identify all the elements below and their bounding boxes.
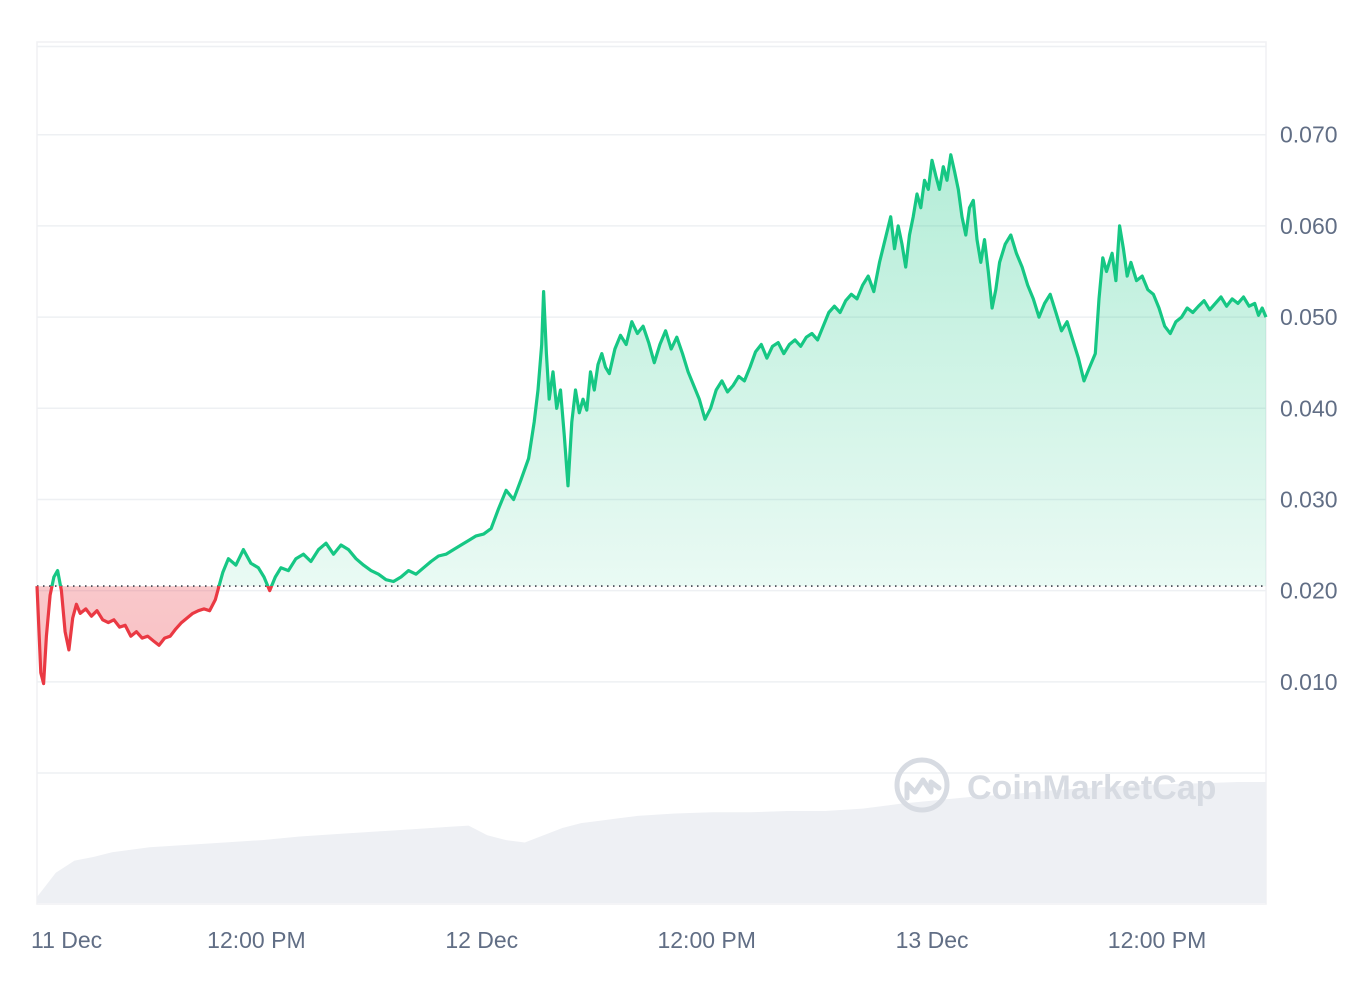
watermark-text: CoinMarketCap <box>967 769 1216 807</box>
x-tick-label: 11 Dec <box>31 927 102 953</box>
y-tick-label: 0.030 <box>1280 486 1338 512</box>
area-fill-below <box>37 586 1266 684</box>
y-tick-label: 0.020 <box>1280 578 1338 604</box>
y-axis-ticks: 0.010 0.020 0.030 0.040 0.050 0.060 0.070 <box>1280 122 1338 695</box>
x-axis-ticks: 11 Dec 12:00 PM 12 Dec 12:00 PM 13 Dec 12:00 … <box>31 927 1206 953</box>
y-tick-label: 0.060 <box>1280 213 1338 239</box>
x-tick-label: 12:00 PM <box>207 927 305 953</box>
y-tick-label: 0.010 <box>1280 669 1338 695</box>
area-fill-above <box>52 154 1266 587</box>
price-area-fills <box>37 154 1266 684</box>
y-tick-label: 0.050 <box>1280 304 1338 330</box>
x-tick-label: 13 Dec <box>896 927 969 953</box>
volume-area-path <box>37 782 1266 903</box>
y-tick-label: 0.040 <box>1280 395 1338 421</box>
y-tick-label: 0.070 <box>1280 122 1338 148</box>
gridlines <box>37 45 1266 774</box>
coinmarketcap-logo-icon <box>894 757 950 813</box>
watermark: CoinMarketCap <box>894 757 1216 813</box>
x-tick-label: 12:00 PM <box>1108 927 1206 953</box>
x-tick-label: 12:00 PM <box>657 927 755 953</box>
price-lines <box>35 153 1268 686</box>
volume-area <box>37 782 1266 903</box>
price-line-above <box>37 153 1268 587</box>
x-tick-label: 12 Dec <box>445 927 518 953</box>
